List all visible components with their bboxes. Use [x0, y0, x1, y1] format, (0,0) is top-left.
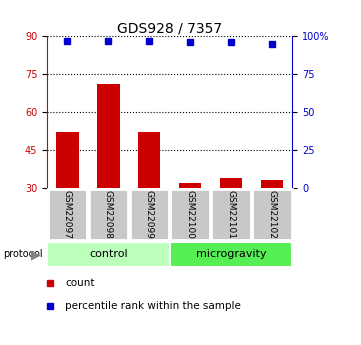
- Bar: [47, 241, 170, 267]
- Text: count: count: [65, 278, 95, 288]
- Text: GSM22097: GSM22097: [63, 190, 72, 239]
- Text: GSM22102: GSM22102: [268, 190, 277, 239]
- Text: percentile rank within the sample: percentile rank within the sample: [65, 301, 241, 311]
- Bar: [48, 189, 87, 240]
- Text: microgravity: microgravity: [196, 249, 266, 259]
- Bar: [170, 241, 292, 267]
- Bar: [261, 180, 283, 188]
- Bar: [89, 189, 128, 240]
- Bar: [170, 189, 210, 240]
- Text: GSM22101: GSM22101: [227, 190, 235, 239]
- Text: GSM22100: GSM22100: [186, 190, 195, 239]
- Bar: [212, 189, 251, 240]
- Bar: [252, 189, 292, 240]
- Text: GSM22098: GSM22098: [104, 190, 113, 239]
- Text: control: control: [89, 249, 127, 259]
- Bar: [56, 132, 79, 188]
- Text: GSM22099: GSM22099: [145, 190, 154, 239]
- Bar: [97, 84, 119, 188]
- Text: protocol: protocol: [4, 249, 43, 259]
- Bar: [220, 178, 242, 188]
- Text: ▶: ▶: [31, 248, 40, 261]
- Bar: [130, 189, 169, 240]
- Bar: [138, 132, 161, 188]
- Bar: [179, 183, 201, 188]
- Title: GDS928 / 7357: GDS928 / 7357: [117, 21, 222, 35]
